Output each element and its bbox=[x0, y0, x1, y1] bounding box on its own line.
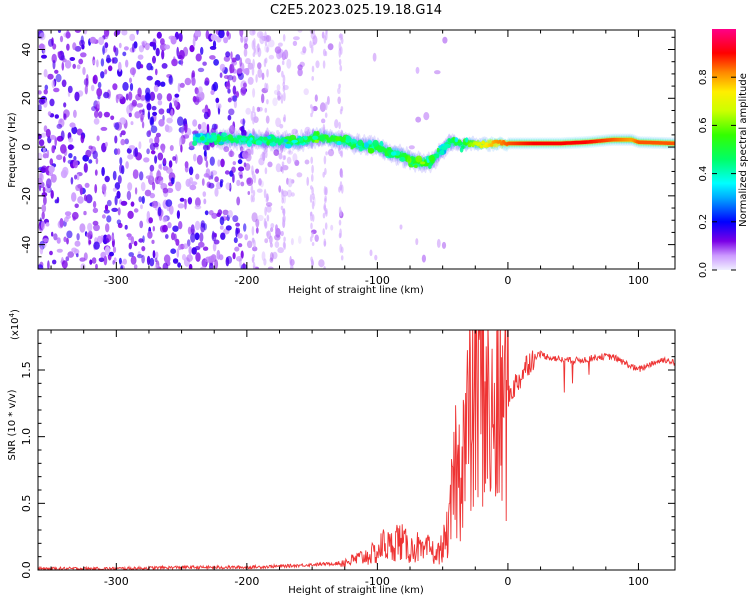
snr-x-tick-label: 0 bbox=[504, 575, 511, 588]
spectrogram-y-tick-label: -20 bbox=[20, 187, 33, 205]
spectrogram-y-tick-label: 0 bbox=[20, 144, 33, 151]
snr-multiplier-label: (x104) bbox=[8, 309, 21, 340]
snr-frame bbox=[37, 329, 676, 571]
snr-x-axis-label: Height of straight line (km) bbox=[288, 585, 424, 596]
snr-y-axis-label: SNR (10 * v/v) bbox=[7, 389, 18, 460]
spectrogram-x-tick-label: 100 bbox=[628, 274, 649, 287]
colorbar-ticks: 0.0 0.2 0.4 0.6 0.8 bbox=[698, 69, 736, 278]
snr-multiplier-exponent: 4 bbox=[8, 312, 16, 317]
snr-panel: -300 -200 -100 0 100 0.0 0.5 1.0 1.5 Height of … bbox=[7, 309, 676, 596]
colorbar-tick-label: 0.6 bbox=[698, 117, 709, 133]
snr-x-tick-label: -200 bbox=[234, 575, 259, 588]
spectrogram-x-tick-label: -300 bbox=[104, 274, 129, 287]
snr-x-tick-label: -100 bbox=[365, 575, 390, 588]
colorbar-gradient bbox=[712, 29, 736, 270]
colorbar-tick-label: 0.2 bbox=[698, 214, 709, 230]
snr-y-tick-label: 1.0 bbox=[20, 428, 33, 446]
spectrogram-y-tick-label: 20 bbox=[20, 91, 33, 105]
colorbar-tick-label: 0.8 bbox=[698, 69, 709, 85]
colorbar-tick-label: 0.0 bbox=[698, 262, 709, 278]
spectrogram-y-ticks: -40 -20 0 20 40 bbox=[20, 36, 675, 258]
spectrogram-ridge bbox=[192, 126, 675, 174]
snr-multiplier-close: ) bbox=[10, 309, 21, 313]
colorbar-tick-label: 0.4 bbox=[698, 166, 709, 182]
snr-plot-area bbox=[38, 330, 675, 570]
snr-x-tick-label: -300 bbox=[104, 575, 129, 588]
spectrogram-x-tick-label: -200 bbox=[234, 274, 259, 287]
spectrogram-frame bbox=[37, 29, 676, 270]
spectrogram-x-tick-label: 0 bbox=[504, 274, 511, 287]
snr-x-tick-label: 100 bbox=[628, 575, 649, 588]
figure-title: C2E5.2023.025.19.18.G14 bbox=[270, 3, 442, 18]
snr-y-ticks: 0.0 0.5 1.0 1.5 bbox=[20, 342, 675, 579]
spectrogram-noise bbox=[38, 30, 448, 269]
snr-y-tick-label: 0.5 bbox=[20, 495, 33, 513]
snr-multiplier-base: (x10 bbox=[10, 317, 21, 340]
colorbar: 0.0 0.2 0.4 0.6 0.8 Normalized spectral ampl… bbox=[698, 29, 749, 278]
spectrogram-y-axis-label: Frequency (Hz) bbox=[7, 112, 18, 188]
snr-x-ticks: -300 -200 -100 0 100 bbox=[50, 330, 649, 588]
spectrogram-x-tick-label: -100 bbox=[365, 274, 390, 287]
snr-y-tick-label: 0.0 bbox=[20, 561, 33, 579]
spectrogram-y-tick-label: -40 bbox=[20, 236, 33, 254]
colorbar-label: Normalized spectral amplitude bbox=[738, 73, 749, 227]
spectrogram-x-axis-label: Height of straight line (km) bbox=[288, 285, 424, 296]
snr-series-line bbox=[38, 330, 675, 570]
spectrogram-y-tick-label: 40 bbox=[20, 43, 33, 57]
snr-y-tick-label: 1.5 bbox=[20, 361, 33, 379]
spectrogram-x-ticks: -300 -200 -100 0 100 bbox=[50, 30, 649, 287]
spectrogram-plot-area bbox=[38, 30, 675, 269]
